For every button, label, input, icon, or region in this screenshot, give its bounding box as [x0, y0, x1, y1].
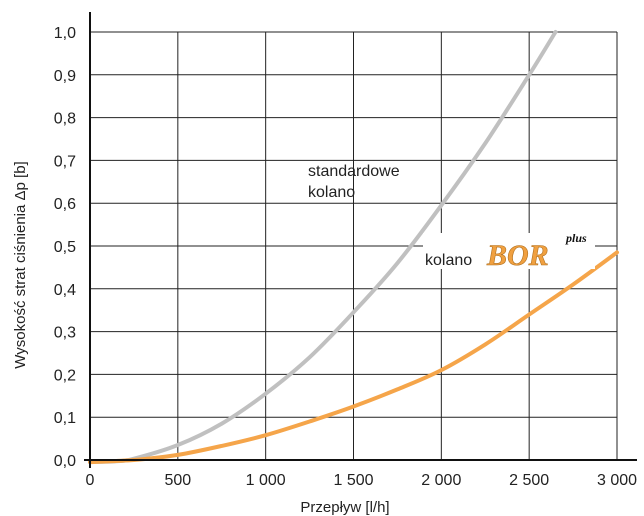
y-tick-label: 0,6: [54, 196, 76, 213]
annotation-bor-sup: plus: [565, 231, 587, 245]
x-tick-label: 2 000: [421, 472, 461, 489]
annotation-bor-prefix: kolano: [425, 252, 472, 269]
annotation-bor-bg: [423, 233, 595, 269]
y-tick-label: 0,1: [54, 410, 76, 427]
y-tick-label: 1,0: [54, 25, 76, 42]
x-tick-label: 500: [164, 472, 191, 489]
annotation-standard-line1: standardowe: [308, 163, 400, 180]
y-tick-label: 0,0: [54, 453, 76, 470]
y-tick-label: 0,7: [54, 153, 76, 170]
annotation-bor-brand: BOR: [486, 239, 549, 272]
x-tick-label: 0: [86, 472, 95, 489]
y-tick-label: 0,3: [54, 325, 76, 342]
x-tick-label: 1 000: [246, 472, 286, 489]
y-tick-label: 0,2: [54, 367, 76, 384]
x-tick-label: 1 500: [333, 472, 373, 489]
y-tick-label: 0,5: [54, 239, 76, 256]
y-axis-title: Wysokość strat ciśnienia Δp [b]: [12, 161, 29, 368]
annotation-standard-line2: kolano: [308, 184, 355, 201]
x-tick-label: 3 000: [597, 472, 637, 489]
y-tick-label: 0,9: [54, 68, 76, 85]
tick-labels: 0 500 1 000 1 500 2 000 2 500 3 000 0,0 0,1 0,2 0,…: [54, 25, 637, 489]
x-axis-title: Przepływ [l/h]: [300, 499, 389, 516]
annotation-bor: kolano BOR plus: [423, 231, 595, 272]
y-tick-label: 0,8: [54, 111, 76, 128]
curves: [88, 30, 619, 465]
series-bor-line: [88, 250, 619, 465]
axes: [84, 12, 637, 468]
y-tick-label: 0,4: [54, 282, 76, 299]
x-tick-label: 2 500: [509, 472, 549, 489]
annotation-standard: standardowe kolano: [308, 163, 400, 201]
